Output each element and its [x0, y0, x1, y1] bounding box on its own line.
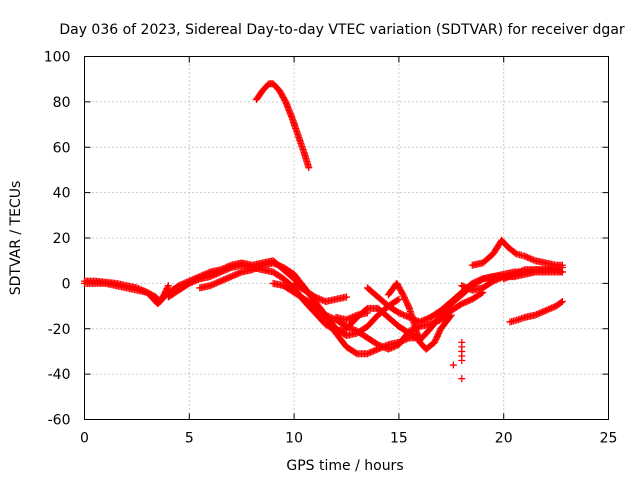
y-axis-title: SDTVAR / TECUs	[8, 181, 24, 296]
data-point	[305, 164, 313, 172]
data-point	[458, 357, 466, 365]
x-tick-label: 25	[600, 431, 618, 447]
data-point	[449, 361, 457, 369]
x-tick-label: 0	[80, 431, 89, 447]
y-tick-label: 20	[53, 231, 71, 247]
x-tick-label: 5	[185, 431, 194, 447]
data-point	[402, 297, 410, 305]
series-track-7	[332, 309, 371, 324]
data-point	[363, 309, 371, 317]
chart-title: Day 036 of 2023, Sidereal Day-to-day VTE…	[59, 22, 625, 38]
data-point	[164, 282, 172, 290]
data-point	[395, 295, 403, 303]
data-point	[458, 375, 466, 383]
data-point	[399, 291, 407, 299]
data-point	[403, 300, 411, 308]
series-track-6	[290, 279, 350, 306]
plot-frame	[84, 56, 609, 420]
data-point	[435, 328, 443, 336]
data-point	[558, 268, 566, 276]
data-point	[164, 283, 172, 291]
data-point	[403, 298, 411, 306]
data-point	[435, 329, 443, 337]
data-point	[404, 301, 412, 309]
data-point	[431, 338, 439, 346]
data-point	[447, 311, 455, 319]
y-tick-label: 40	[53, 186, 71, 202]
y-tick-label: 60	[53, 140, 71, 156]
data-point	[401, 295, 409, 303]
data-point	[400, 294, 408, 302]
data-point	[434, 331, 442, 339]
series-track-10	[468, 236, 566, 269]
x-tick-label: 15	[390, 431, 408, 447]
data-point	[558, 298, 566, 306]
data-point	[431, 337, 439, 345]
grid	[84, 56, 609, 420]
x-tick-label: 20	[495, 431, 513, 447]
series-outliers	[449, 338, 466, 383]
y-tick-label: 80	[53, 95, 71, 111]
axis-ticks: 0 5 10 15 20 25 -60 -40 -20 0 20 40 60 80 100	[44, 50, 618, 447]
series-peak-track	[252, 80, 313, 172]
y-tick-label: 100	[44, 50, 71, 66]
series-track-9	[384, 279, 455, 353]
data-point	[400, 292, 408, 300]
data-point	[394, 296, 402, 304]
y-tick-label: -20	[48, 322, 71, 338]
x-axis-title: GPS time / hours	[286, 458, 403, 474]
series-track-13	[506, 298, 566, 326]
data-point	[558, 261, 566, 269]
data-point	[343, 293, 350, 301]
data-point	[405, 303, 413, 311]
x-tick-label: 10	[285, 431, 303, 447]
data-point	[433, 334, 441, 342]
data-point	[446, 312, 454, 320]
data-point	[557, 298, 565, 306]
data-point	[433, 332, 441, 340]
series-track-12	[458, 268, 566, 294]
data-series	[81, 80, 566, 383]
data-point	[432, 335, 440, 343]
y-tick-label: -40	[48, 367, 71, 383]
y-tick-label: 0	[62, 276, 71, 292]
y-tick-label: -60	[48, 413, 71, 429]
